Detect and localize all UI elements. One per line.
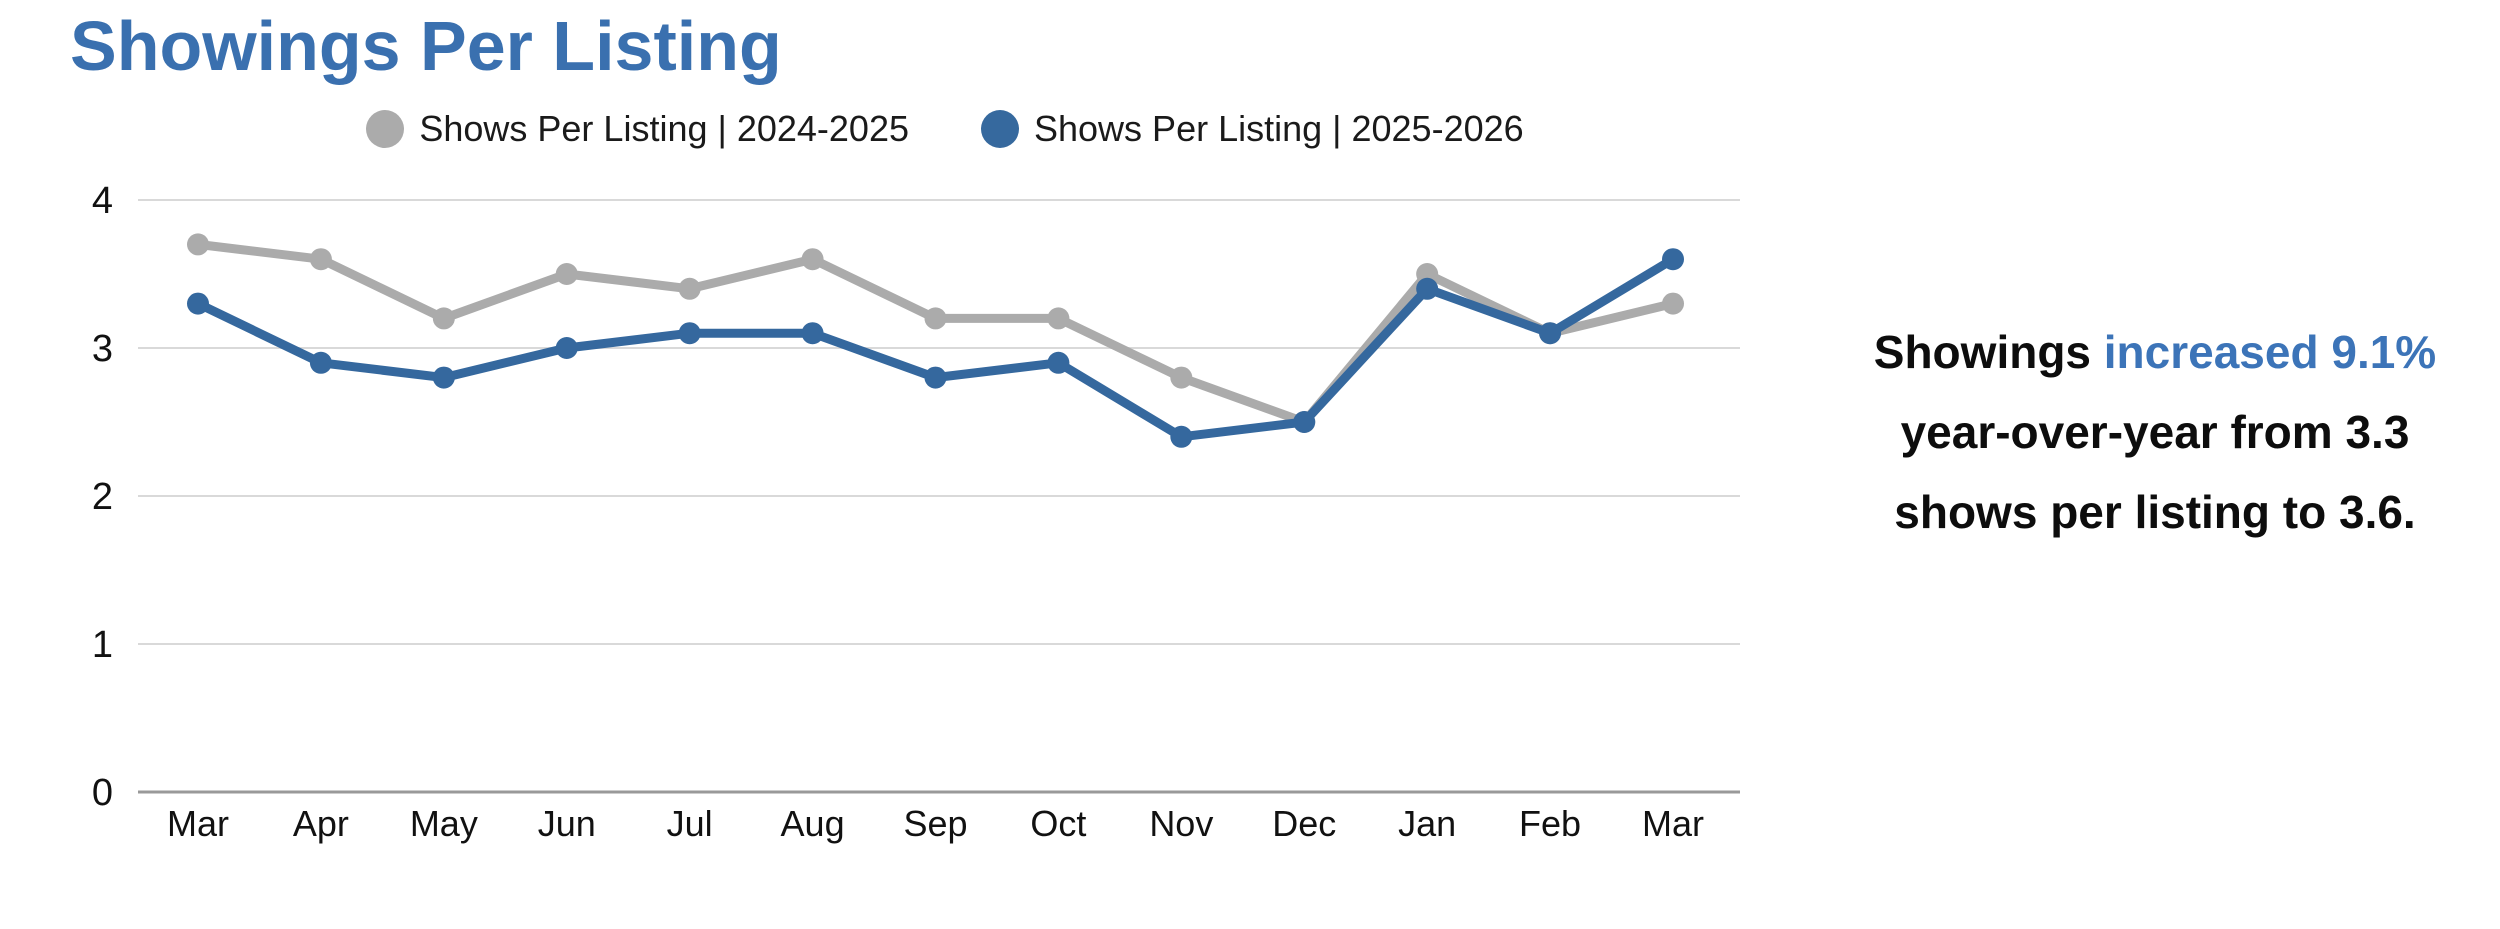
data-point-marker-0 [1047, 307, 1070, 330]
data-point-marker-1 [309, 351, 332, 374]
x-tick-label: Aug [781, 803, 845, 844]
x-tick-label: Mar [1642, 803, 1704, 844]
x-tick-label: Jul [667, 803, 713, 844]
y-tick-label: 0 [92, 772, 113, 814]
data-point-marker-0 [1662, 292, 1685, 315]
data-point-marker-1 [1293, 411, 1316, 433]
data-point-marker-0 [678, 277, 701, 300]
annotation-line1-black: Showings [1873, 326, 2104, 378]
data-point-marker-1 [187, 292, 209, 315]
annotation-line-3: shows per listing to 3.6. [1894, 486, 2416, 538]
legend-label-2025-2026: Shows Per Listing | 2025-2026 [1034, 108, 1524, 149]
data-point-marker-0 [1170, 366, 1193, 389]
x-tick-label: May [410, 803, 478, 844]
data-point-marker-1 [1662, 248, 1685, 271]
data-point-marker-0 [309, 248, 332, 271]
legend-dot-gray-icon [366, 110, 405, 148]
legend-label-2024-2025: Shows Per Listing | 2024-2025 [419, 108, 909, 149]
x-tick-label: Sep [903, 803, 967, 844]
x-tick-label: Jan [1398, 803, 1456, 844]
data-point-marker-1 [924, 366, 947, 389]
x-tick-label: Jun [538, 803, 596, 844]
chart-title: Showings Per Listing [70, 7, 782, 85]
legend-item-2024-2025: Shows Per Listing | 2024-2025 [366, 108, 909, 150]
data-point-marker-0 [187, 233, 209, 256]
data-point-marker-1 [1539, 322, 1562, 345]
y-tick-label: 3 [92, 328, 113, 370]
data-point-marker-0 [801, 248, 824, 271]
y-tick-label: 2 [92, 476, 113, 518]
x-tick-label: Mar [167, 803, 229, 844]
annotation-line-1: Showings increased 9.1% [1810, 312, 2500, 392]
data-point-marker-1 [1416, 277, 1439, 300]
data-point-marker-1 [555, 337, 578, 359]
annotation-line-2: year-over-year from 3.3 [1900, 406, 2410, 458]
x-tick-label: Nov [1149, 803, 1213, 844]
data-point-marker-1 [432, 366, 455, 389]
legend-dot-blue-icon [981, 110, 1019, 148]
data-point-marker-0 [924, 307, 947, 330]
legend-item-2025-2026: Shows Per Listing | 2025-2026 [981, 108, 1524, 150]
chart-legend: Shows Per Listing | 2024-2025 Shows Per … [140, 108, 1750, 150]
y-tick-label: 1 [92, 624, 113, 666]
y-tick-label: 4 [92, 180, 113, 222]
data-point-marker-1 [678, 322, 701, 345]
x-tick-label: Feb [1519, 803, 1581, 844]
data-point-marker-0 [555, 263, 578, 285]
x-tick-label: Dec [1272, 803, 1336, 844]
data-point-marker-0 [432, 307, 455, 330]
data-point-marker-1 [801, 322, 824, 345]
annotation-line1-highlight: increased 9.1% [2103, 326, 2437, 378]
x-tick-label: Apr [293, 803, 349, 844]
data-point-marker-1 [1170, 425, 1193, 448]
series-line-0 [193, 239, 1678, 427]
data-point-marker-1 [1047, 351, 1070, 374]
annotation: Showings increased 9.1% year-over-year f… [1810, 312, 2500, 552]
x-tick-label: Oct [1030, 803, 1086, 844]
